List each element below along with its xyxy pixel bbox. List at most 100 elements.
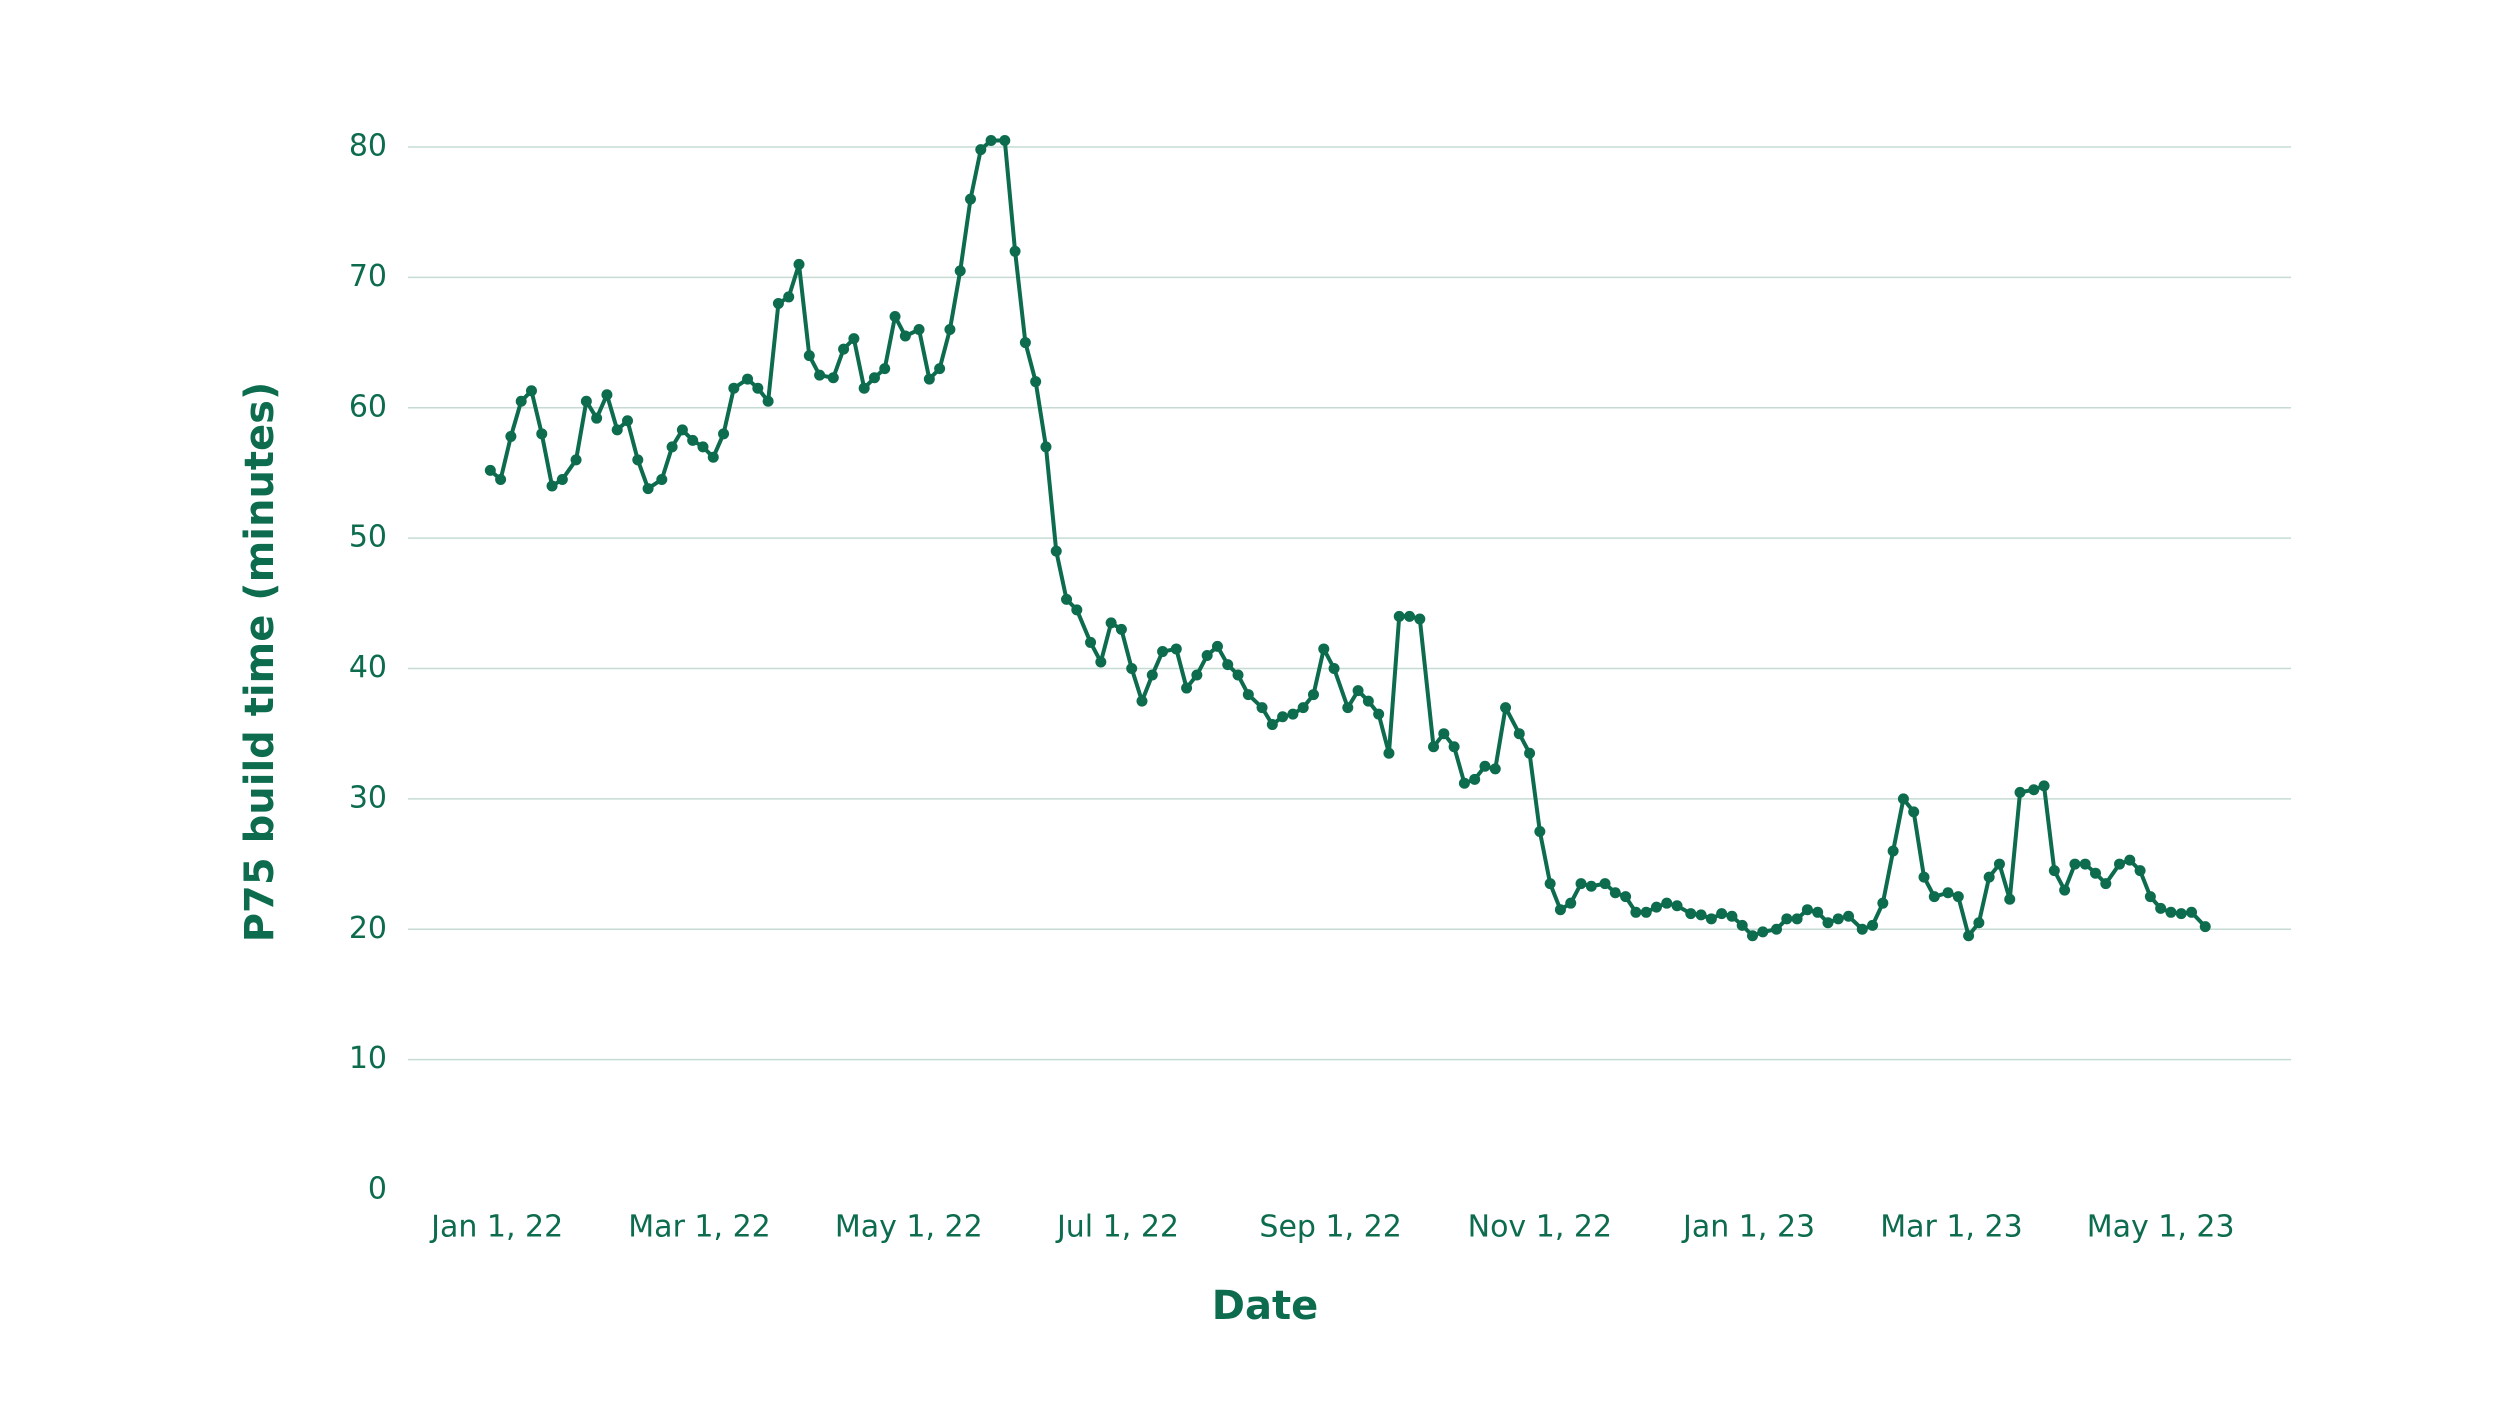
data-point bbox=[546, 480, 558, 492]
data-point bbox=[985, 134, 997, 146]
data-point bbox=[827, 372, 839, 384]
data-point bbox=[642, 483, 654, 495]
data-point bbox=[1843, 910, 1855, 922]
data-point bbox=[1781, 913, 1793, 925]
data-point bbox=[1328, 663, 1340, 674]
data-point bbox=[1157, 646, 1169, 658]
data-point bbox=[1115, 623, 1127, 635]
data-point bbox=[1705, 913, 1717, 925]
x-tick-label: Sep 1, 22 bbox=[1259, 1210, 1401, 1245]
data-point bbox=[556, 473, 568, 485]
x-tick-label: Mar 1, 23 bbox=[1880, 1210, 2022, 1245]
data-point bbox=[1812, 906, 1824, 918]
data-point bbox=[1383, 747, 1395, 759]
data-point bbox=[783, 291, 795, 303]
data-point bbox=[536, 428, 548, 440]
data-point bbox=[954, 265, 966, 277]
data-point bbox=[793, 258, 805, 270]
data-point bbox=[1897, 793, 1909, 805]
data-point bbox=[1524, 747, 1536, 759]
data-point bbox=[1575, 878, 1587, 890]
data-point bbox=[1201, 649, 1213, 661]
y-tick-label: 60 bbox=[349, 389, 387, 424]
data-point bbox=[2014, 786, 2026, 798]
data-point bbox=[2199, 921, 2211, 933]
data-point bbox=[1352, 685, 1364, 697]
data-point bbox=[1544, 878, 1556, 890]
data-point bbox=[1009, 245, 1021, 257]
data-point bbox=[1661, 897, 1673, 909]
data-point bbox=[525, 385, 537, 397]
data-point bbox=[718, 428, 730, 440]
data-point bbox=[2100, 878, 2112, 890]
y-tick-label: 0 bbox=[368, 1172, 387, 1207]
data-point bbox=[1256, 702, 1268, 714]
data-point bbox=[1771, 923, 1783, 935]
data-point bbox=[1887, 845, 1899, 857]
data-point bbox=[1030, 376, 1042, 388]
data-point bbox=[687, 434, 699, 446]
data-point bbox=[1307, 689, 1319, 701]
data-point bbox=[1695, 909, 1707, 921]
data-point bbox=[923, 373, 935, 385]
data-point bbox=[814, 369, 826, 381]
data-point bbox=[848, 333, 860, 345]
data-point bbox=[858, 382, 870, 394]
data-point bbox=[1801, 904, 1813, 916]
data-point bbox=[2004, 893, 2016, 905]
data-point bbox=[752, 382, 764, 394]
data-point bbox=[1599, 878, 1611, 890]
data-point bbox=[1791, 913, 1803, 925]
data-point bbox=[1867, 919, 1879, 931]
data-point bbox=[1342, 702, 1354, 714]
data-point bbox=[1963, 930, 1975, 942]
data-point bbox=[868, 372, 880, 384]
data-point bbox=[1554, 904, 1566, 916]
x-tick-label: Mar 1, 22 bbox=[628, 1210, 770, 1245]
data-point bbox=[1952, 891, 1964, 903]
data-point bbox=[1620, 891, 1632, 903]
data-point bbox=[1222, 659, 1234, 671]
data-point bbox=[1832, 913, 1844, 925]
data-point bbox=[2089, 867, 2101, 879]
data-point bbox=[1993, 858, 2005, 870]
data-point bbox=[515, 395, 527, 407]
data-point bbox=[2124, 854, 2136, 866]
data-point bbox=[1479, 760, 1491, 772]
data-point bbox=[1362, 695, 1374, 707]
data-point bbox=[2165, 906, 2177, 918]
data-point bbox=[676, 424, 688, 436]
data-point bbox=[632, 454, 644, 466]
data-point bbox=[1942, 887, 1954, 899]
data-point bbox=[1404, 610, 1416, 622]
data-point bbox=[656, 473, 668, 485]
data-point bbox=[1428, 741, 1440, 753]
data-point bbox=[2059, 884, 2071, 896]
data-point bbox=[1085, 636, 1097, 648]
data-point bbox=[1191, 669, 1203, 681]
data-point bbox=[899, 330, 911, 342]
data-point bbox=[1126, 663, 1138, 674]
data-point bbox=[913, 324, 925, 336]
data-point bbox=[1393, 610, 1405, 622]
data-point bbox=[1181, 682, 1193, 694]
data-point bbox=[1918, 871, 1930, 883]
data-point bbox=[1822, 917, 1834, 929]
data-point bbox=[944, 324, 956, 336]
data-point bbox=[2186, 906, 2198, 918]
data-point bbox=[1640, 906, 1652, 918]
data-point bbox=[1928, 891, 1940, 903]
data-point bbox=[1856, 923, 1868, 935]
data-point bbox=[1500, 702, 1512, 714]
y-tick-label: 30 bbox=[349, 780, 387, 815]
data-point bbox=[1019, 337, 1031, 349]
data-point bbox=[1105, 617, 1117, 629]
data-point bbox=[1609, 887, 1621, 899]
data-point bbox=[803, 350, 815, 362]
data-point bbox=[728, 382, 740, 394]
x-tick-label: May 1, 22 bbox=[835, 1210, 983, 1245]
data-point bbox=[975, 144, 987, 156]
data-point bbox=[2069, 858, 2081, 870]
data-point bbox=[889, 310, 901, 322]
